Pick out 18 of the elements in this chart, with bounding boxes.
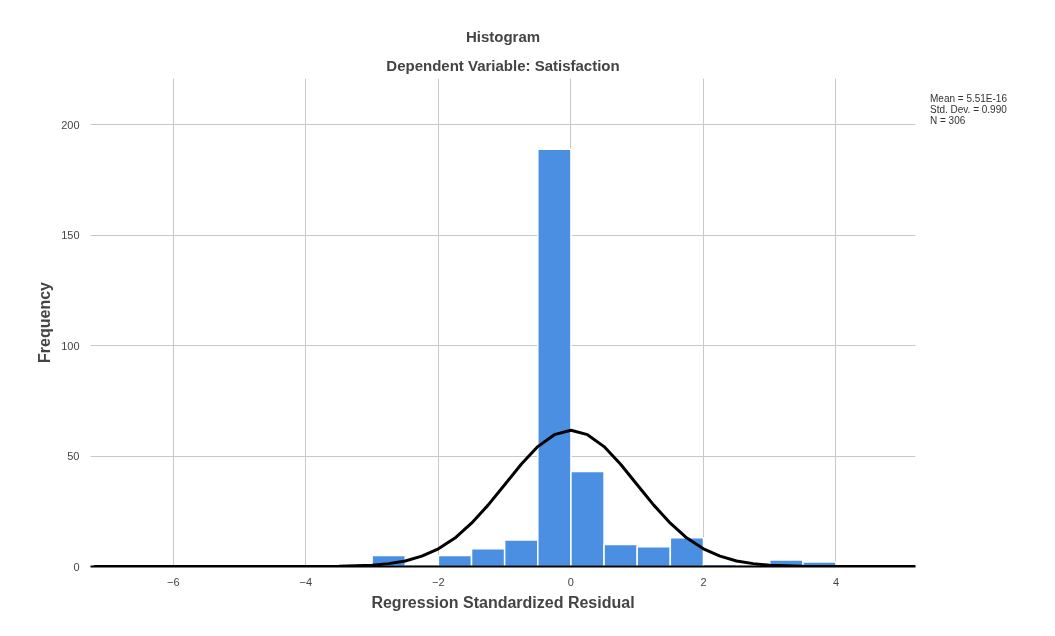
y-tick-label: 150 (61, 229, 80, 242)
x-axis-title: Regression Standardized Residual (371, 593, 635, 611)
x-tick-label: −4 (299, 575, 313, 588)
y-tick-label: 0 (73, 560, 80, 573)
y-tick-label: 100 (61, 339, 80, 352)
x-tick-label: 2 (700, 575, 707, 588)
x-tick-label: −2 (432, 575, 445, 588)
y-tick-label: 50 (67, 450, 80, 463)
text: Mean = 5.51E-16 (930, 93, 1007, 104)
chart-subtitle: Dependent Variable: Satisfaction (386, 56, 620, 74)
x-tick-label: −6 (167, 575, 180, 588)
x-tick-label: 4 (832, 575, 840, 588)
chart-title: Histogram (465, 27, 541, 45)
text: Std. Dev. = 0.990 (930, 104, 1007, 115)
y-axis-title: Frequency (36, 281, 54, 363)
text: N = 306 (930, 115, 966, 126)
y-tick-label: 200 (61, 118, 80, 131)
x-tick-label: 0 (567, 575, 574, 588)
